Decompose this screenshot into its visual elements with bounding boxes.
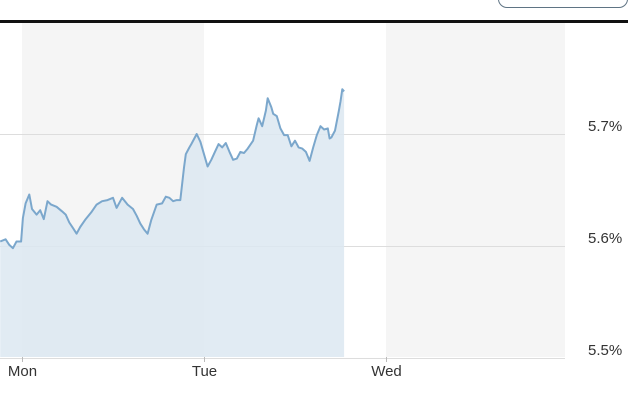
x-tick-label-wed: Wed xyxy=(371,363,402,380)
day-band-1 xyxy=(386,23,565,357)
series-area-fill xyxy=(0,89,345,357)
y-axis-ticks: 5.7% 5.6% 5.5% xyxy=(588,118,622,359)
y-tick-label-2: 5.5% xyxy=(588,342,622,359)
y-tick-label-1: 5.6% xyxy=(588,230,622,247)
y-tick-label-0: 5.7% xyxy=(588,118,622,135)
x-tick-label-tue: Tue xyxy=(192,363,217,380)
x-axis-ticks: Mon Tue Wed xyxy=(8,357,402,380)
series-line xyxy=(0,88,345,250)
x-tick-label-mon: Mon xyxy=(8,363,37,380)
chart-top-border xyxy=(0,20,628,23)
